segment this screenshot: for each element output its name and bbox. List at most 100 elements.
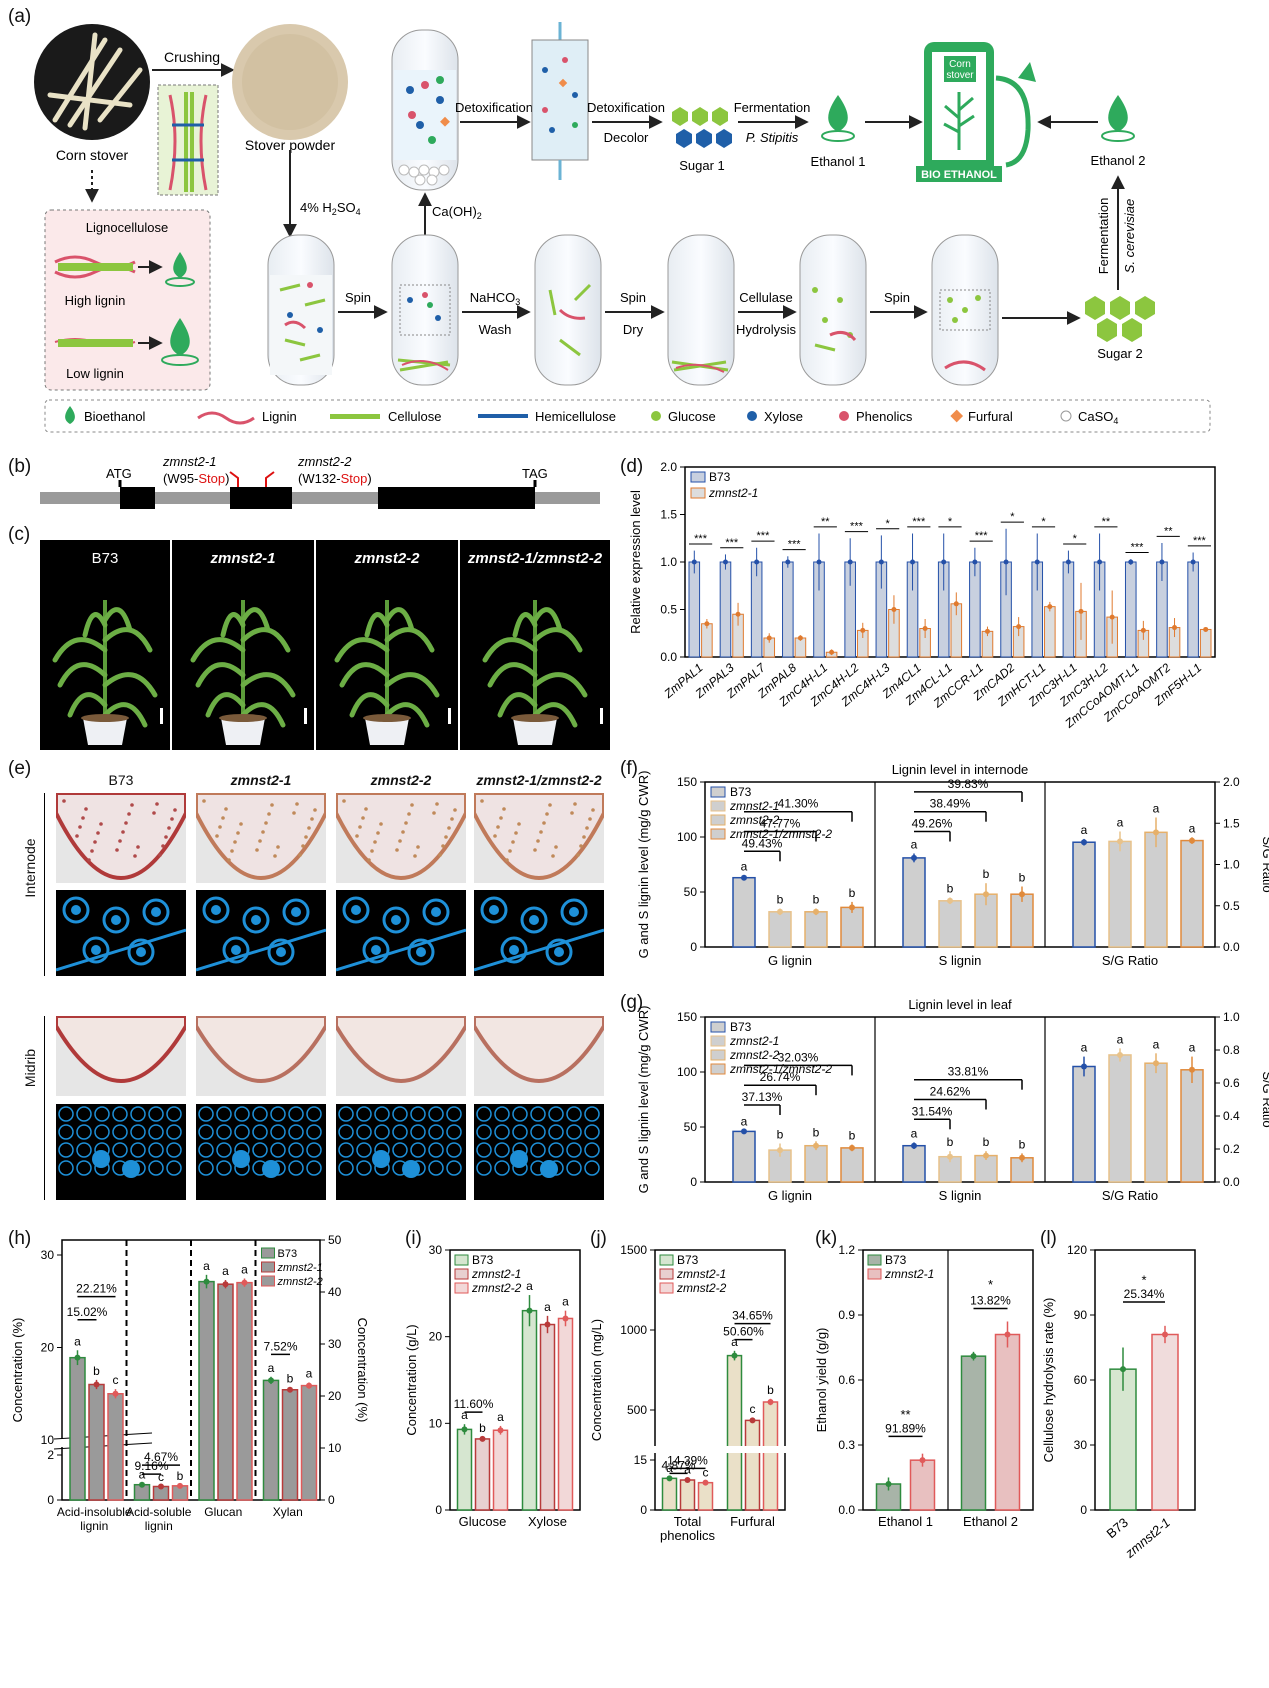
wash-label: Wash <box>479 322 512 337</box>
point-mut <box>984 628 990 634</box>
panel-label-g: (g) <box>620 992 644 1013</box>
spin1-label: Spin <box>345 290 371 305</box>
sig-letter: b <box>813 1125 820 1139</box>
sig-letter: a <box>562 1295 569 1309</box>
point <box>526 1307 533 1314</box>
point-mut <box>1203 626 1209 632</box>
pct-label: 34.65% <box>732 1309 773 1323</box>
category-label: Furfural <box>730 1514 775 1529</box>
panel-label-i: (i) <box>405 1228 422 1249</box>
internode-brightfield-drawing <box>54 791 188 880</box>
sig-letter: b <box>849 886 856 900</box>
point <box>1081 839 1087 846</box>
y2-tick-label: 0.0 <box>1223 940 1240 954</box>
bar <box>198 1280 215 1501</box>
point-b73 <box>785 559 791 565</box>
sig-label: * <box>1141 1273 1146 1288</box>
atg-label: ATG <box>106 466 132 481</box>
y-axis-label: G and S lignin level (mg/g CWR) <box>636 771 651 959</box>
sugar1-label: Sugar 1 <box>679 158 725 173</box>
legend-glucose: Glucose <box>668 409 716 424</box>
y-axis-label: Ethanol yield (g/g) <box>814 1328 829 1433</box>
point <box>777 1147 783 1154</box>
panel-label-d: (d) <box>620 456 644 477</box>
point <box>544 1321 551 1328</box>
bar <box>88 1383 105 1501</box>
internode-brightfield-drawing <box>194 791 328 880</box>
bar <box>697 1481 714 1511</box>
y-tick-label: 0.6 <box>838 1373 855 1387</box>
pct-label: 47.77% <box>760 817 801 831</box>
panel-label-f: (f) <box>620 758 638 779</box>
point <box>666 1475 673 1482</box>
midrib-fluorescence <box>196 1104 326 1200</box>
sig-letter: b <box>849 1129 856 1143</box>
sig-label: *** <box>912 516 926 528</box>
sig-letter: b <box>479 1421 486 1435</box>
panel-d-expression-chart: 0.0 0.5 1.0 1.5 2.0 Relative expression level… <box>628 460 1216 731</box>
sig-letter: a <box>1081 823 1088 837</box>
section-row-label: Midrib <box>22 1048 38 1088</box>
pct-label: 32.03% <box>778 1050 819 1064</box>
point-mut <box>1140 627 1146 633</box>
bar <box>726 1354 743 1511</box>
category-label-line2: lignin <box>145 1519 173 1533</box>
y-tick-label: 100 <box>677 1065 697 1079</box>
sig-letter: a <box>741 860 748 874</box>
pct-label: 49.26% <box>912 817 953 831</box>
y-axis-label: G and S lignin level (mg/g CWR) <box>636 1006 651 1194</box>
sugar2-label: Sugar 2 <box>1097 346 1143 361</box>
pct-label: 14.39% <box>667 1453 708 1467</box>
bar-b73 <box>1124 561 1137 658</box>
low-lignin-label: Low lignin <box>66 366 124 381</box>
y-tick-label: 150 <box>677 1010 697 1024</box>
point <box>306 1382 312 1389</box>
point-mut <box>766 635 772 641</box>
bar <box>768 911 792 948</box>
bar <box>262 1379 280 1501</box>
legend-label: zmnst2-2 <box>729 1048 780 1062</box>
section-column-label: B73 <box>108 772 134 788</box>
point <box>731 1352 738 1359</box>
y2-tick-label: 10 <box>328 1441 342 1455</box>
pct-label: 41.30% <box>778 797 819 811</box>
y-tick-label: 0 <box>435 1503 442 1517</box>
panel-l-hydrolysis: 0 30 60 90 120 Cellulose hydrolysis rate (%) B… <box>1041 1243 1196 1561</box>
bar <box>960 1355 987 1511</box>
y2-tick-label: 0.8 <box>1223 1043 1240 1057</box>
point <box>813 1142 819 1149</box>
sig-label: * <box>886 518 891 530</box>
bar-b73 <box>719 561 732 658</box>
y-axis-label: Cellulose hydrolysis rate (%) <box>1041 1298 1056 1463</box>
sig-letter: a <box>241 1262 248 1276</box>
sig-letter: b <box>1019 1137 1026 1151</box>
bar <box>300 1384 318 1501</box>
midrib-brightfield-drawing <box>194 1014 328 1083</box>
tube-row-bottom <box>267 234 999 386</box>
bar <box>938 900 962 948</box>
bar-b73 <box>1062 561 1075 658</box>
point-b73 <box>816 559 822 565</box>
internode-fluorescence-drawing <box>335 896 467 972</box>
sig-letter: b <box>93 1364 100 1378</box>
axis-break <box>649 1446 789 1453</box>
point <box>268 1377 274 1384</box>
pct-label: 24.62% <box>930 1085 971 1099</box>
bar <box>474 1438 491 1511</box>
bar <box>732 1130 756 1183</box>
corn-stover-label: Corn stover <box>56 147 129 163</box>
sig-label: * <box>1073 533 1078 545</box>
panel-label-l: (l) <box>1040 1228 1057 1249</box>
sig-letter: a <box>741 1114 748 1128</box>
y-tick-label: 60 <box>1074 1373 1088 1387</box>
point <box>919 1457 926 1464</box>
plant-photo-label: zmnst2-2 <box>354 550 420 567</box>
point-b73 <box>1034 559 1040 565</box>
y2-axis-label: Concentration (%) <box>355 1318 370 1423</box>
legend-label: zmnst2-1 <box>729 799 779 813</box>
legend-swatch-b73 <box>690 471 706 483</box>
bar <box>909 1459 936 1511</box>
y-tick-label: 20 <box>429 1330 443 1344</box>
